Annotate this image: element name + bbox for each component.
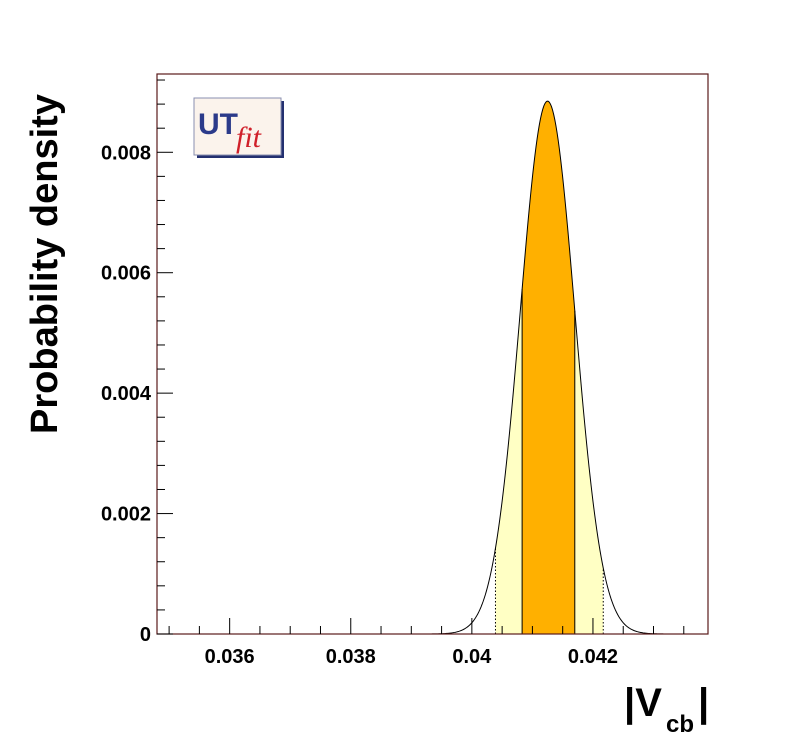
logo-box bbox=[193, 97, 282, 156]
y-tick-label: 0 bbox=[140, 624, 151, 646]
band-boundary-lines bbox=[494, 289, 604, 634]
y-axis-ticks: 0 0.002 0.004 0.006 0.008 bbox=[101, 79, 173, 646]
x-tick-label: 0.04 bbox=[452, 646, 492, 668]
y-tick-label: 0.002 bbox=[101, 504, 151, 526]
x-tick-label: 0.038 bbox=[326, 646, 376, 668]
x-axis-title-close: | bbox=[698, 681, 709, 725]
y-axis-title: Probability density bbox=[24, 94, 66, 434]
x-axis-title: |V cb | bbox=[624, 681, 709, 738]
y-tick-label: 0.008 bbox=[101, 142, 151, 164]
x-axis-title-subscript: cb bbox=[666, 711, 694, 738]
utfit-logo: UT fit bbox=[193, 97, 284, 158]
y-tick-label: 0.006 bbox=[101, 263, 151, 285]
x-axis-ticks: 0.036 0.038 0.04 0.042 bbox=[168, 618, 685, 668]
logo-text-fit: fit bbox=[236, 121, 262, 154]
plot-frame bbox=[156, 73, 709, 635]
x-tick-label: 0.036 bbox=[205, 646, 255, 668]
credible-bands bbox=[495, 101, 604, 635]
pdf-curve bbox=[157, 100, 708, 635]
x-tick-label: 0.042 bbox=[568, 646, 618, 668]
x-axis-title-main: |V bbox=[624, 681, 662, 725]
band-68 bbox=[522, 101, 575, 635]
logo-text-ut: UT bbox=[198, 108, 238, 141]
y-tick-label: 0.004 bbox=[101, 383, 152, 405]
